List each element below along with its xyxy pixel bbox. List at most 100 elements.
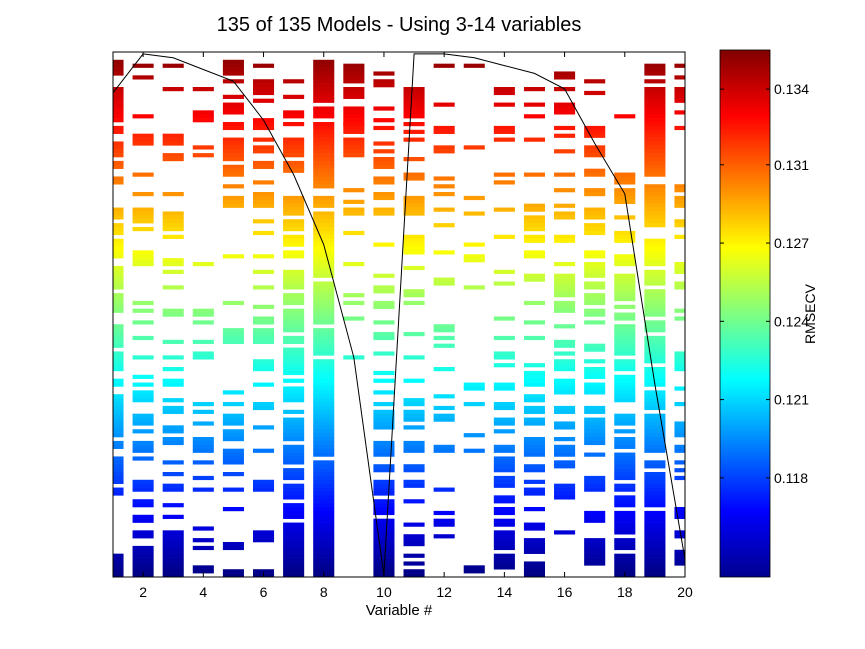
inclusion-cell — [283, 398, 305, 403]
inclusion-cell — [523, 561, 546, 566]
inclusion-cell — [584, 479, 606, 484]
inclusion-cell — [584, 320, 606, 325]
inclusion-cell — [162, 409, 184, 414]
inclusion-cell — [252, 90, 275, 96]
inclusion-cell — [283, 545, 305, 551]
inclusion-cell — [644, 308, 666, 313]
inclusion-cell — [113, 479, 124, 484]
inclusion-cell — [644, 359, 666, 364]
inclusion-cell — [644, 172, 666, 177]
inclusion-cell — [463, 63, 485, 68]
inclusion-cell — [403, 293, 425, 298]
colorbar-tick-label: 0.124 — [774, 313, 809, 329]
inclusion-cell — [373, 285, 395, 290]
inclusion-cell — [644, 374, 666, 379]
inclusion-cell — [584, 207, 606, 212]
inclusion-cell — [674, 234, 685, 239]
inclusion-cell — [523, 437, 546, 442]
inclusion-cell — [132, 207, 154, 212]
inclusion-cell — [644, 87, 666, 92]
inclusion-cell — [584, 475, 606, 481]
inclusion-cell — [644, 258, 666, 263]
inclusion-cell — [313, 153, 335, 158]
inclusion-cell — [614, 285, 636, 290]
inclusion-cell — [283, 160, 305, 166]
inclusion-cell — [373, 507, 395, 512]
inclusion-cell — [614, 324, 636, 329]
inclusion-cell — [222, 149, 244, 154]
inclusion-cell — [132, 320, 154, 325]
inclusion-cell — [644, 137, 666, 142]
inclusion-cell — [252, 122, 275, 127]
inclusion-cell — [584, 370, 606, 376]
inclusion-cell — [644, 495, 666, 500]
inclusion-cell — [192, 487, 214, 492]
inclusion-cell — [614, 557, 636, 562]
inclusion-cell — [313, 328, 335, 333]
inclusion-cell — [283, 203, 305, 208]
inclusion-cell — [523, 573, 546, 577]
inclusion-cell — [373, 483, 395, 488]
inclusion-cell — [192, 87, 214, 92]
inclusion-cell — [523, 542, 546, 547]
inclusion-cell — [644, 250, 666, 255]
inclusion-cell — [614, 374, 636, 379]
inclusion-cell — [403, 242, 425, 247]
inclusion-cell — [584, 250, 606, 255]
inclusion-cell — [403, 409, 425, 414]
inclusion-cell — [343, 316, 365, 321]
inclusion-cell — [283, 164, 305, 169]
inclusion-cell — [252, 83, 275, 88]
inclusion-cell — [373, 557, 395, 562]
inclusion-cell — [523, 363, 546, 368]
inclusion-cell — [644, 277, 666, 282]
inclusion-cell — [433, 487, 455, 492]
inclusion-cell — [283, 359, 305, 364]
inclusion-cell — [283, 122, 305, 127]
inclusion-cell — [283, 557, 305, 562]
inclusion-cell — [403, 440, 425, 446]
inclusion-cell — [493, 90, 515, 96]
inclusion-cell — [523, 382, 546, 387]
inclusion-cell — [674, 188, 685, 193]
inclusion-cell — [463, 254, 485, 259]
inclusion-cell — [132, 114, 154, 119]
inclusion-cell — [644, 402, 666, 407]
inclusion-cell — [113, 269, 124, 274]
inclusion-cell — [523, 409, 546, 414]
inclusion-cell — [523, 374, 546, 379]
inclusion-cell — [252, 149, 275, 154]
inclusion-cell — [113, 118, 124, 123]
inclusion-cell — [584, 557, 606, 562]
inclusion-cell — [283, 549, 305, 554]
inclusion-cell — [192, 545, 214, 551]
inclusion-cell — [644, 110, 666, 115]
colorbar-tick-label: 0.121 — [774, 392, 809, 408]
inclusion-cell — [252, 304, 275, 309]
inclusion-cell — [614, 542, 636, 547]
inclusion-cell — [132, 394, 154, 399]
inclusion-cell — [373, 176, 395, 181]
inclusion-cell — [132, 250, 154, 255]
inclusion-cell — [584, 409, 606, 414]
inclusion-cell — [644, 184, 666, 189]
inclusion-cell — [523, 172, 546, 177]
inclusion-cell — [252, 335, 275, 341]
inclusion-cell — [162, 573, 184, 577]
inclusion-cell — [523, 219, 546, 224]
colorbar-tick-label: 0.134 — [774, 81, 809, 97]
inclusion-cell — [283, 530, 305, 535]
inclusion-cell — [523, 549, 546, 554]
inclusion-cell — [313, 145, 335, 150]
inclusion-cell — [403, 448, 425, 453]
inclusion-cell — [192, 320, 214, 325]
inclusion-cell — [283, 250, 305, 255]
inclusion-cell — [283, 195, 305, 201]
inclusion-cell — [252, 195, 275, 201]
inclusion-cell — [554, 125, 576, 131]
inclusion-cell — [283, 417, 305, 422]
inclusion-cell — [614, 569, 636, 574]
inclusion-cell — [644, 569, 666, 574]
inclusion-cell — [614, 510, 636, 516]
inclusion-cell — [252, 164, 275, 169]
